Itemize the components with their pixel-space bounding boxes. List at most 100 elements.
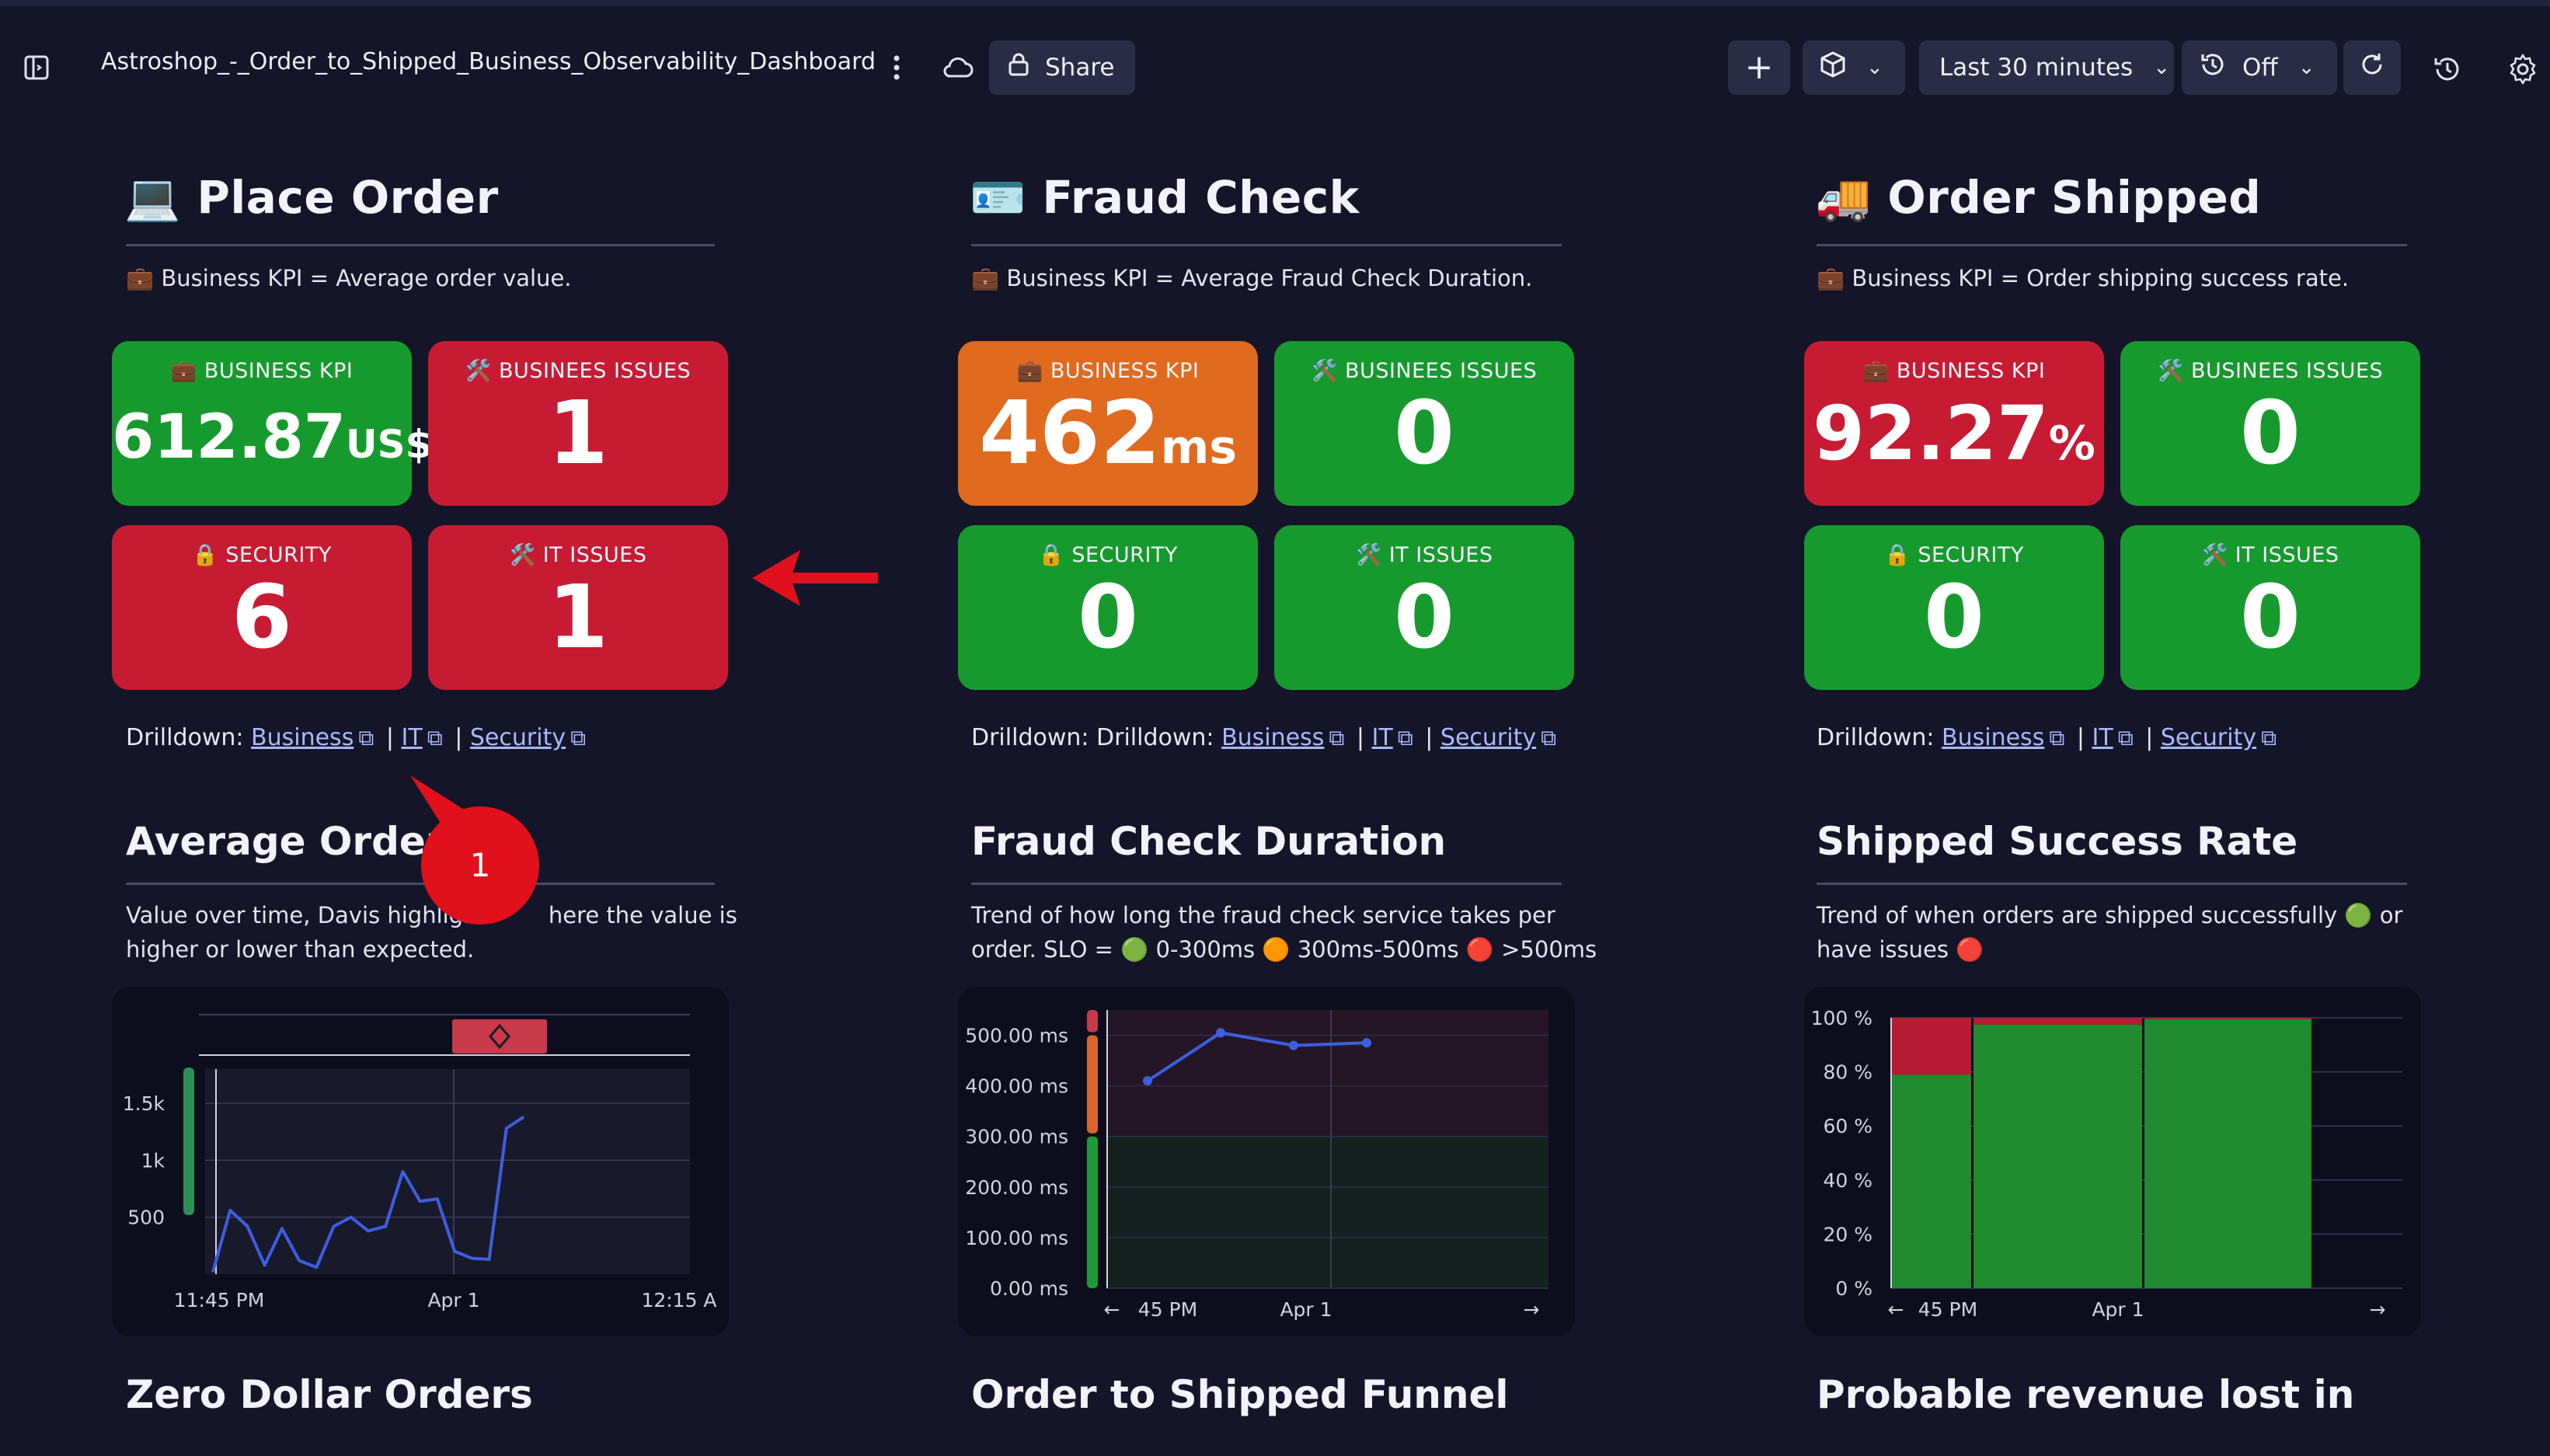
security-tile[interactable]: 🔒 SECURITY 6 xyxy=(112,525,412,690)
divider xyxy=(126,244,715,246)
slo-red-band xyxy=(1106,1010,1548,1137)
next-section-title: Zero Dollar Orders xyxy=(126,1372,533,1417)
it-link[interactable]: IT xyxy=(401,724,423,751)
business-kpi-tile[interactable]: 💼 BUSINESS KPI 92.27% xyxy=(1804,341,2104,506)
more-vertical-icon[interactable] xyxy=(883,50,911,85)
id-card-icon: 🪪 xyxy=(970,171,1026,224)
kpi-note: 💼 Business KPI = Order shipping success … xyxy=(1817,265,2350,291)
annotation-arrow xyxy=(752,550,878,606)
security-link[interactable]: Security xyxy=(2160,724,2257,751)
bar-issues xyxy=(1973,1018,2142,1025)
external-link-icon[interactable]: ⧉ xyxy=(1329,725,1345,751)
line-chart: 500.00 ms 400.00 ms 300.00 ms 200.00 ms 100.… xyxy=(965,1010,1548,1321)
business-issues-tile[interactable]: 🛠️ BUSINEES ISSUES 0 xyxy=(2120,341,2420,506)
security-link[interactable]: Security xyxy=(469,724,566,751)
external-link-icon[interactable]: ⧉ xyxy=(2261,725,2277,751)
business-issues-tile[interactable]: 🛠️ BUSINEES ISSUES 0 xyxy=(1274,341,1574,506)
external-link-icon[interactable]: ⧉ xyxy=(1397,725,1413,751)
external-link-icon[interactable]: ⧉ xyxy=(358,725,374,751)
business-kpi-tile[interactable]: 💼 BUSINESS KPI 462ms xyxy=(958,341,1258,506)
y-tick-label: 60 % xyxy=(1823,1115,1872,1137)
segments-button[interactable]: ⌄ xyxy=(1803,40,1905,95)
gear-icon[interactable] xyxy=(2502,48,2544,90)
slo-orange-bar xyxy=(1087,1035,1098,1134)
y-tick-label: 80 % xyxy=(1823,1061,1872,1084)
timeframe-select[interactable]: Last 30 minutes ⌄ xyxy=(1919,40,2174,95)
bar-issues xyxy=(1891,1018,1971,1075)
business-link[interactable]: Business xyxy=(1221,724,1325,751)
data-point xyxy=(1216,1028,1225,1038)
series-line xyxy=(1146,1031,1367,1082)
drilldown-links: Drilldown: Business ⧉ | IT ⧉ | Security ⧉ xyxy=(126,724,587,751)
sidebar-toggle-icon[interactable] xyxy=(19,50,54,85)
divider xyxy=(971,244,1562,246)
it-issues-tile[interactable]: 🛠️ IT ISSUES 1 xyxy=(428,525,728,690)
it-issues-tile[interactable]: 🛠️ IT ISSUES 0 xyxy=(1274,525,1574,690)
business-kpi-tile[interactable]: 💼 BUSINESS KPI 612.87US$ xyxy=(112,341,432,506)
auto-refresh-select[interactable]: Off ⌄ xyxy=(2182,40,2337,95)
external-link-icon[interactable]: ⧉ xyxy=(2117,725,2134,751)
share-button[interactable]: Share xyxy=(989,40,1135,95)
security-tile[interactable]: 🔒 SECURITY 0 xyxy=(958,525,1258,690)
drilldown-links: Drilldown: Drilldown: Business ⧉ | IT ⧉ | … xyxy=(971,724,1557,751)
external-link-icon[interactable]: ⧉ xyxy=(570,725,587,751)
security-link[interactable]: Security xyxy=(1440,724,1537,751)
it-issues-tile[interactable]: 🛠️ IT ISSUES 0 xyxy=(2120,525,2420,690)
divider xyxy=(126,883,715,885)
bar-success xyxy=(2144,1019,2311,1288)
refresh-circle-icon xyxy=(2199,51,2227,85)
external-link-icon[interactable]: ⧉ xyxy=(2049,725,2065,751)
security-tile[interactable]: 🔒 SECURITY 0 xyxy=(1804,525,2104,690)
x-tick-label: Apr 1 xyxy=(1280,1298,1332,1321)
it-link[interactable]: IT xyxy=(1371,724,1393,751)
section-title-order-shipped: 🚚 Order Shipped xyxy=(1815,171,2262,224)
badge-number: 1 xyxy=(470,846,491,884)
history-icon[interactable] xyxy=(2427,50,2466,89)
refresh-label: Off xyxy=(2242,54,2278,82)
annotation-badge: 1 xyxy=(410,775,550,949)
external-link-icon[interactable]: ⧉ xyxy=(1541,725,1557,751)
average-order-chart[interactable]: 1.5k 1k 500 11:45 PM Apr 1 12:15 A xyxy=(112,987,729,1336)
y-tick-label: 0 % xyxy=(1835,1277,1872,1300)
bar-success xyxy=(1973,1024,2142,1288)
chevron-down-icon: ⌄ xyxy=(1866,56,1883,79)
scroll-right-icon: → xyxy=(1524,1298,1540,1321)
plot-area xyxy=(205,1069,690,1274)
bar-chart: 100 % 80 % 60 % 40 % 20 % 0 % ← 45 PM Apr 1 → xyxy=(1811,1007,2402,1321)
timeframe-label: Last 30 minutes xyxy=(1939,54,2134,82)
dashboard-title[interactable]: Astroshop_-_Order_to_Shipped_Business_Ob… xyxy=(101,48,876,75)
chart-description: Trend of when orders are shipped success… xyxy=(1817,902,2403,963)
bar-success xyxy=(1891,1075,1971,1288)
it-link[interactable]: IT xyxy=(2092,724,2113,751)
y-tick-label: 300.00 ms xyxy=(965,1126,1068,1148)
add-tile-button[interactable]: + xyxy=(1728,40,1790,95)
scroll-left-icon: ← xyxy=(1888,1298,1904,1321)
expected-range-bar xyxy=(183,1068,194,1215)
fraud-check-duration-chart[interactable]: 500.00 ms 400.00 ms 300.00 ms 200.00 ms 100.… xyxy=(958,987,1575,1336)
y-tick-label: 1k xyxy=(141,1149,165,1172)
reload-icon xyxy=(2359,51,2385,84)
bar-issues xyxy=(2144,1018,2311,1019)
y-tick-label: 40 % xyxy=(1823,1169,1872,1192)
slo-green-band xyxy=(1106,1136,1548,1288)
reload-button[interactable] xyxy=(2343,40,2401,95)
next-section-title: Order to Shipped Funnel xyxy=(971,1372,1509,1417)
laptop-icon: 💻 xyxy=(124,171,181,224)
scroll-right-icon: → xyxy=(2370,1298,2386,1321)
business-issues-tile[interactable]: 🛠️ BUSINEES ISSUES 1 xyxy=(428,341,728,506)
y-tick-label: 1.5k xyxy=(123,1092,165,1115)
shipped-success-rate-chart[interactable]: 100 % 80 % 60 % 40 % 20 % 0 % ← 45 PM Apr 1 → xyxy=(1804,987,2421,1336)
kpi-note: 💼 Business KPI = Average Fraud Check Dur… xyxy=(971,265,1533,291)
business-link[interactable]: Business xyxy=(1942,724,2045,751)
chevron-down-icon: ⌄ xyxy=(2153,56,2171,79)
cloud-icon[interactable] xyxy=(940,50,976,85)
external-link-icon[interactable]: ⧉ xyxy=(427,725,443,751)
x-tick-label: Apr 1 xyxy=(427,1289,479,1311)
slo-green-bar xyxy=(1087,1136,1098,1288)
drilldown-links: Drilldown: Business ⧉ | IT ⧉ | Security ⧉ xyxy=(1817,724,2277,751)
next-section-title: Probable revenue lost in xyxy=(1817,1372,2355,1417)
business-link[interactable]: Business xyxy=(251,724,354,751)
warning-diamond-icon xyxy=(489,1023,510,1050)
series-line xyxy=(211,1115,525,1273)
x-tick-label: 45 PM xyxy=(1138,1298,1197,1321)
